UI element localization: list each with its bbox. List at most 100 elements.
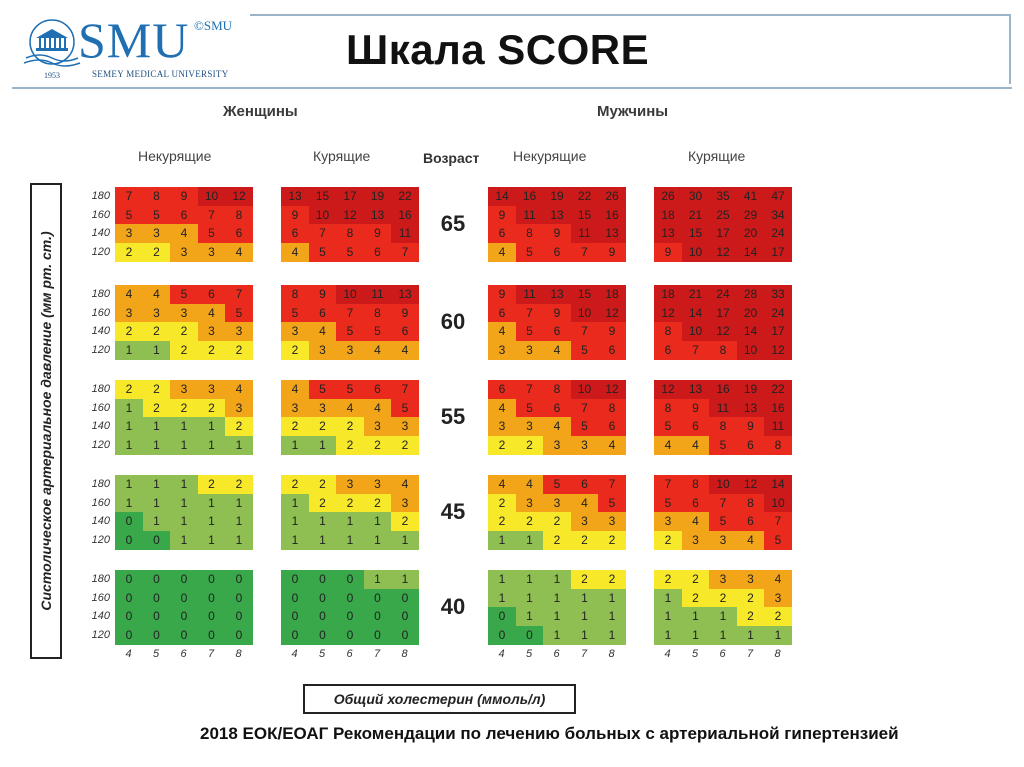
risk-cell: 15: [681, 224, 710, 243]
risk-cell: 0: [336, 588, 364, 608]
risk-cell: 6: [488, 380, 516, 399]
page-title: Шкала SCORE: [346, 26, 650, 73]
risk-cell: 5: [336, 242, 364, 262]
risk-cell: 2: [308, 493, 337, 513]
risk-cell: 2: [197, 340, 226, 360]
source-note: 2018 ЕОК/ЕОАГ Рекомендации по лечению бо…: [200, 724, 899, 743]
risk-cell: 3: [543, 435, 571, 455]
risk-cell: 1: [709, 607, 737, 626]
bp-tick-label: 180: [91, 383, 110, 395]
risk-cell: 0: [142, 570, 171, 589]
risk-cell: 10: [197, 187, 226, 206]
risk-cell: 2: [363, 435, 392, 455]
risk-cell: 4: [488, 322, 516, 341]
risk-cell: 6: [681, 493, 710, 513]
cholesterol-tick-label: 4: [291, 648, 298, 660]
risk-cell: 19: [543, 187, 571, 206]
risk-cell: 4: [391, 340, 419, 360]
risk-cell: 1: [170, 493, 198, 513]
risk-cell: 11: [391, 224, 419, 243]
risk-cell: 6: [543, 242, 571, 262]
age-label: 40: [440, 594, 466, 619]
risk-cell: 1: [363, 530, 392, 550]
header-rule-bottom: [12, 87, 1012, 89]
risk-cell: 0: [363, 607, 392, 626]
y-axis-title-box: Систолическое артериальное давление (мм …: [30, 183, 62, 659]
risk-cell: 2: [115, 242, 143, 262]
risk-cell: 8: [598, 398, 626, 418]
risk-cell: 0: [197, 625, 226, 645]
risk-cell: 2: [142, 242, 171, 262]
risk-cell: 9: [543, 224, 571, 243]
risk-cell: 12: [709, 242, 737, 262]
risk-cell: 1: [570, 625, 599, 645]
risk-cell: 5: [115, 205, 143, 225]
risk-cell: 10: [681, 242, 710, 262]
bp-tick-label: 120: [91, 533, 110, 546]
risk-cell: 47: [764, 187, 792, 206]
risk-cell: 0: [142, 625, 171, 645]
risk-cell: 1: [197, 530, 226, 550]
risk-cell: 6: [308, 303, 337, 323]
risk-cell: 0: [308, 625, 337, 645]
risk-cell: 2: [681, 588, 710, 608]
age-label: 55: [440, 404, 466, 429]
risk-cell: 17: [764, 322, 792, 341]
risk-cell: 0: [225, 588, 253, 608]
risk-cell: 3: [281, 398, 309, 418]
risk-cell: 4: [336, 398, 364, 418]
risk-cell: 18: [598, 285, 626, 304]
risk-cell: 2: [170, 340, 198, 360]
risk-cell: 8: [336, 224, 364, 243]
risk-cell: 0: [308, 607, 337, 626]
risk-cell: 6: [654, 340, 682, 360]
risk-cell: 2: [543, 512, 571, 531]
risk-cell: 3: [170, 380, 198, 399]
risk-cell: 10: [308, 205, 337, 225]
risk-cell: 14: [488, 187, 516, 206]
risk-cell: 2: [225, 475, 253, 494]
risk-cell: 1: [391, 570, 419, 589]
cholesterol-tick-label: 7: [373, 648, 381, 660]
risk-cell: 1: [281, 493, 309, 513]
risk-cell: 34: [764, 205, 792, 225]
risk-cell: 5: [709, 512, 737, 531]
risk-cell: 7: [391, 242, 419, 262]
risk-cell: 4: [515, 475, 544, 494]
risk-cell: 2: [654, 530, 682, 550]
risk-cell: 13: [363, 205, 392, 225]
risk-cell: 3: [197, 322, 226, 341]
risk-cell: 0: [281, 607, 309, 626]
risk-cell: 2: [736, 588, 765, 608]
risk-cell: 3: [336, 475, 364, 494]
risk-cell: 6: [197, 285, 226, 304]
risk-cell: 11: [709, 398, 737, 418]
risk-cell: 21: [681, 205, 710, 225]
risk-cell: 6: [363, 380, 392, 399]
risk-cell: 0: [115, 588, 143, 608]
risk-cell: 16: [764, 398, 792, 418]
risk-cell: 12: [736, 475, 765, 494]
risk-cell: 11: [764, 417, 792, 436]
risk-cell: 1: [654, 588, 682, 608]
risk-cell: 1: [681, 625, 710, 645]
risk-cell: 12: [225, 187, 253, 206]
risk-cell: 1: [570, 607, 599, 626]
risk-cell: 9: [363, 224, 392, 243]
risk-cell: 3: [391, 493, 419, 513]
women-nonsmokers-header: Некурящие: [138, 148, 212, 164]
risk-cell: 12: [654, 380, 682, 399]
risk-cell: 11: [570, 224, 599, 243]
risk-cell: 7: [681, 340, 710, 360]
risk-cell: 9: [681, 398, 710, 418]
risk-cell: 2: [598, 530, 626, 550]
risk-cell: 8: [225, 205, 253, 225]
risk-cell: 3: [543, 493, 571, 513]
risk-cell: 10: [681, 322, 710, 341]
risk-cell: 7: [515, 303, 544, 323]
risk-cell: 8: [281, 285, 309, 304]
bp-tick-label: 140: [91, 227, 110, 239]
risk-cell: 5: [142, 205, 171, 225]
risk-cell: 3: [197, 242, 226, 262]
risk-cell: 2: [488, 512, 516, 531]
